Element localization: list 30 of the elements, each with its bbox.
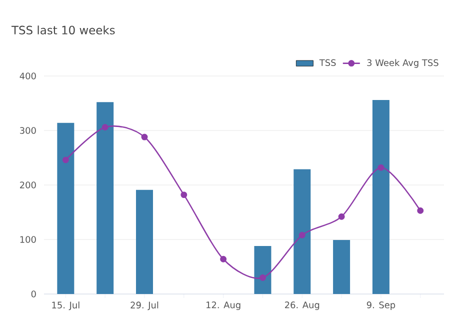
chart-title: TSS last 10 weeks xyxy=(11,26,115,34)
point xyxy=(378,164,384,171)
point xyxy=(62,156,69,164)
x-tick-label: 26. Aug xyxy=(285,302,320,310)
y-tick-label: 200 xyxy=(20,182,36,188)
x-tick-label: 12. Aug xyxy=(206,302,240,310)
bar xyxy=(57,122,74,294)
point xyxy=(338,213,345,220)
bar xyxy=(136,190,153,294)
point xyxy=(259,274,266,281)
point xyxy=(141,134,148,140)
x-tick-label: 29. Jul xyxy=(130,302,158,310)
point xyxy=(417,207,424,214)
point xyxy=(220,256,227,262)
point xyxy=(180,192,188,198)
y-tick-label: 0 xyxy=(31,290,36,298)
point xyxy=(298,232,306,238)
bar xyxy=(96,102,114,294)
point xyxy=(102,124,108,130)
bar xyxy=(254,246,272,294)
legend-label: 3 Week Avg TSS xyxy=(367,59,438,68)
legend-label: TSS xyxy=(319,59,336,66)
bar xyxy=(294,169,311,294)
x-tick-label: 15. Jul xyxy=(52,302,80,310)
y-tick-label: 300 xyxy=(20,127,36,134)
y-tick-label: 100 xyxy=(20,236,36,243)
y-tick-label: 400 xyxy=(20,72,36,80)
x-tick-label: 9. Sep xyxy=(366,302,396,310)
bar xyxy=(372,100,390,294)
bar xyxy=(333,240,350,294)
